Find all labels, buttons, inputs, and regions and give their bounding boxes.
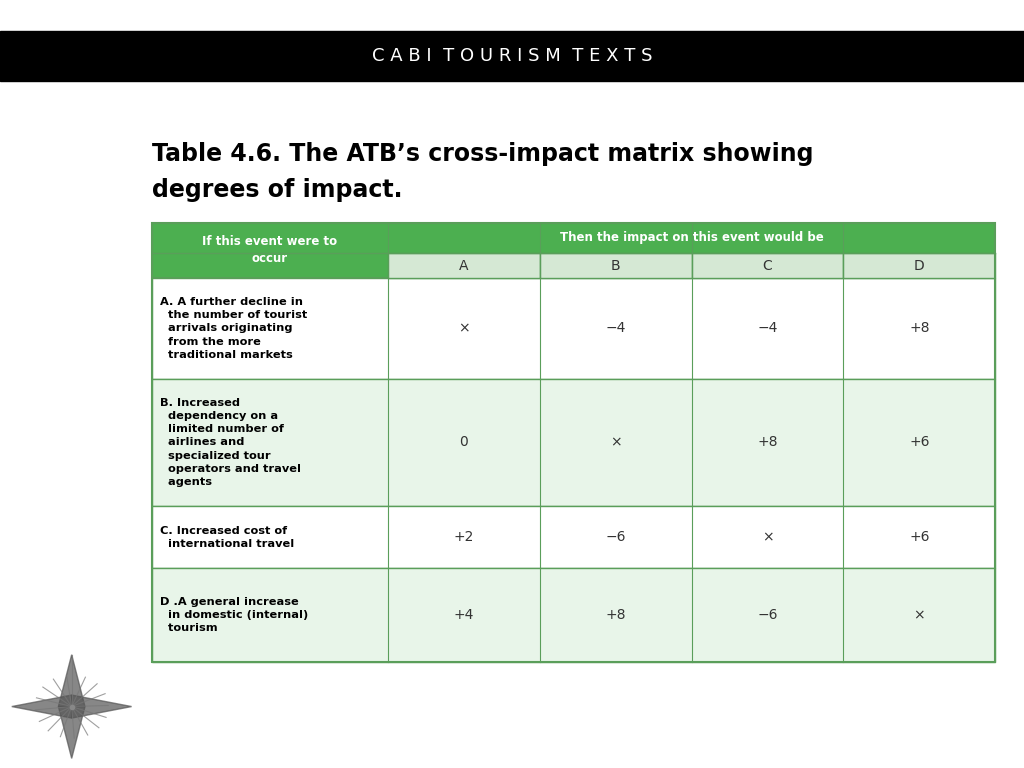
Text: −6: −6 (758, 608, 778, 622)
Text: C: C (763, 259, 772, 273)
Text: Table 4.6. The ATB’s cross-impact matrix showing: Table 4.6. The ATB’s cross-impact matrix… (152, 142, 813, 166)
Polygon shape (12, 695, 72, 718)
Text: D .A general increase
  in domestic (internal)
  tourism: D .A general increase in domestic (inter… (160, 597, 308, 634)
Text: −6: −6 (605, 530, 626, 544)
Text: If this event were to
occur: If this event were to occur (202, 235, 337, 265)
Polygon shape (58, 654, 85, 707)
Text: Then the impact on this event would be: Then the impact on this event would be (560, 231, 823, 244)
Text: +8: +8 (909, 321, 930, 336)
Text: +6: +6 (909, 530, 930, 544)
Text: D: D (914, 259, 925, 273)
Text: +2: +2 (454, 530, 474, 544)
Text: C. Increased cost of
  international travel: C. Increased cost of international trave… (160, 525, 294, 548)
Text: B: B (611, 259, 621, 273)
Text: +8: +8 (758, 435, 778, 449)
Text: A. A further decline in
  the number of tourist
  arrivals originating
  from th: A. A further decline in the number of to… (160, 297, 307, 359)
Polygon shape (72, 695, 131, 718)
Text: ×: × (610, 435, 622, 449)
Polygon shape (58, 707, 85, 759)
Text: degrees of impact.: degrees of impact. (152, 178, 402, 202)
Text: −4: −4 (605, 321, 626, 336)
Text: ×: × (762, 530, 773, 544)
Text: −4: −4 (758, 321, 777, 336)
Text: +4: +4 (454, 608, 474, 622)
Text: 0: 0 (460, 435, 468, 449)
Text: C A B I  T O U R I S M  T E X T S: C A B I T O U R I S M T E X T S (372, 47, 652, 65)
Text: ×: × (913, 608, 926, 622)
Text: ×: × (458, 321, 470, 336)
Text: A: A (459, 259, 469, 273)
Text: +8: +8 (605, 608, 626, 622)
Text: B. Increased
  dependency on a
  limited number of
  airlines and
  specialized : B. Increased dependency on a limited num… (160, 398, 301, 487)
Text: +6: +6 (909, 435, 930, 449)
